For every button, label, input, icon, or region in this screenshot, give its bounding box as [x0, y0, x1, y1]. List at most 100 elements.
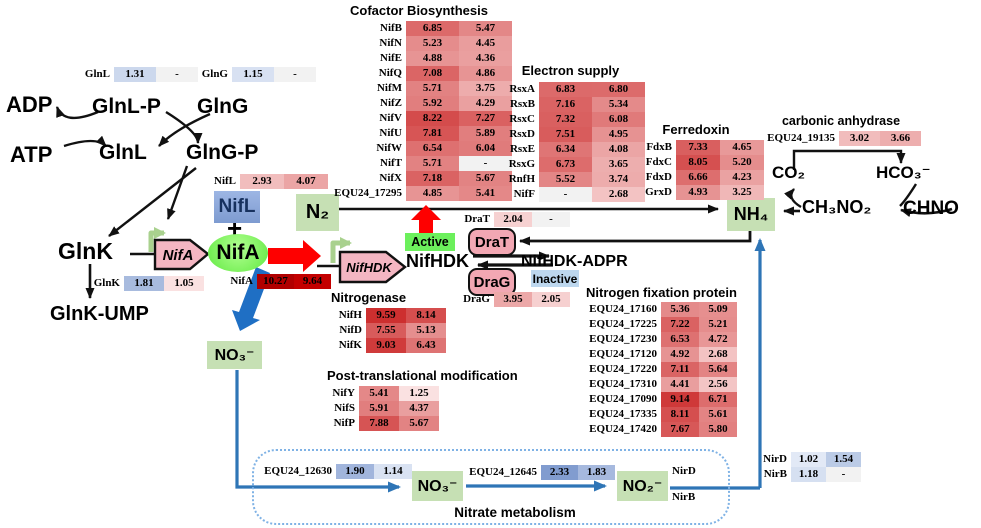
- heat-cell: -: [156, 67, 198, 82]
- heat-cell: 5.67: [459, 171, 512, 186]
- heat-cell: 6.73: [539, 157, 592, 172]
- heat-row-label: EQU24_19135: [767, 132, 835, 144]
- heat-row-label: NifP: [333, 417, 355, 429]
- heat-row: DraT 2.04-: [462, 212, 570, 227]
- heat-row: GlnG 1.15-: [196, 67, 316, 82]
- nifhdk-up-red-arrow: [411, 205, 441, 233]
- heat-row-label: EQU24_17335: [589, 408, 657, 420]
- glng-label: GlnG: [197, 95, 249, 118]
- heat-cell: 2.68: [592, 187, 645, 202]
- heat-row-label: EQU24_17310: [589, 378, 657, 390]
- heat-cell: 1.05: [164, 276, 204, 291]
- heat-cell: 2.93: [240, 174, 284, 189]
- carbonic-anhydrase-title: carbonic anhydrase: [781, 114, 901, 128]
- nifa-gene-arrow: [153, 238, 210, 271]
- heat-cell: 1.02: [791, 452, 826, 467]
- phospho-cycle-arrows: [55, 106, 211, 148]
- heat-cell: 5.64: [699, 362, 737, 377]
- heat-cell: 5.20: [720, 155, 764, 170]
- heat-row-label: EQU24_17220: [589, 363, 657, 375]
- heat-row: EQU24_17335 8.11 5.61: [577, 407, 737, 422]
- heat-row: NirD 1.02 1.54: [757, 452, 861, 467]
- nifhdk-adpr-label: NifHDK-ADPR: [521, 253, 628, 270]
- heat-cell: 4.37: [399, 401, 439, 416]
- nifl-protein-box: NifL: [214, 191, 260, 223]
- heat-cell: 4.36: [459, 51, 512, 66]
- heat-cell: 7.27: [459, 111, 512, 126]
- nifa-heat-row: NifA 10.27 9.64: [225, 274, 331, 289]
- heat-row: FdxB 7.33 4.65: [630, 140, 764, 155]
- heat-row: NifF -2.68: [500, 187, 645, 202]
- heat-cell: 5.23: [406, 36, 459, 51]
- heat-row-label: NifX: [379, 172, 402, 184]
- adp-label: ADP: [6, 92, 53, 117]
- heat-cell: 1.83: [578, 465, 615, 480]
- ptm-table: NifY 5.41 1.25 NifS 5.91 4.37 NifP 7.88 5.67: [325, 386, 439, 431]
- heat-row-label: RsxE: [509, 143, 535, 155]
- heat-cell: 7.55: [366, 323, 406, 338]
- heat-cell: 4.45: [459, 36, 512, 51]
- heat-cell: 1.31: [114, 67, 156, 82]
- atp-label: ATP: [10, 142, 53, 167]
- heat-row-label: NifZ: [380, 97, 402, 109]
- heat-row-label: NirB: [763, 468, 787, 480]
- heat-row-label: RsxC: [509, 113, 535, 125]
- heat-row: EQU24_12630 1.90 1.14: [260, 464, 412, 479]
- heat-row-label: RsxD: [509, 128, 535, 140]
- no3-upper-box: NO₃⁻: [207, 341, 262, 369]
- heat-cell: 9.64: [294, 274, 331, 289]
- heat-cell: 4.29: [459, 96, 512, 111]
- heat-cell: 6.85: [406, 21, 459, 36]
- heat-cell: 1.54: [826, 452, 861, 467]
- heat-cell: 5.91: [359, 401, 399, 416]
- heat-cell: 5.71: [406, 81, 459, 96]
- heat-row-label: RsxA: [509, 83, 535, 95]
- heat-row: NifT 5.71-: [330, 156, 512, 171]
- heat-row-label: GrxD: [645, 186, 672, 198]
- heat-cell: 7.08: [406, 66, 459, 81]
- electron-supply-title: Electron supply: [521, 63, 620, 78]
- heat-row: NifE 4.88 4.36: [330, 51, 512, 66]
- nifl-heat-row: NifL 2.93 4.07: [208, 174, 328, 189]
- ch3no2-to-co2-arrow: [783, 188, 802, 209]
- heat-cell: 8.22: [406, 111, 459, 126]
- heat-cell: -: [459, 156, 512, 171]
- heat-row: RsxA 6.83 6.80: [500, 82, 645, 97]
- active-badge: Active: [405, 233, 455, 251]
- heat-cell: 1.81: [124, 276, 164, 291]
- heat-row: EQU24_17090 9.14 6.71: [577, 392, 737, 407]
- no2-box: NO₂⁻: [617, 471, 668, 501]
- heat-row-label: FdxC: [645, 156, 672, 168]
- heat-cell: 5.47: [459, 21, 512, 36]
- heat-cell: 7.51: [539, 127, 592, 142]
- heat-row: RsxG 6.73 3.65: [500, 157, 645, 172]
- hco3-to-ch3no2-curve: [899, 183, 918, 207]
- heat-cell: 2.33: [541, 465, 578, 480]
- drat-heat-row: DraT 2.04-: [462, 212, 570, 227]
- heat-cell: 5.80: [699, 422, 737, 437]
- heat-cell: 3.74: [592, 172, 645, 187]
- heat-row-label: EQU24_17090: [589, 393, 657, 405]
- heat-cell: 6.80: [592, 82, 645, 97]
- heat-cell: 6.08: [592, 112, 645, 127]
- glnl-heat-row: GlnL 1.31-: [78, 67, 198, 82]
- nird-label: NirD: [672, 465, 696, 477]
- heat-row: EQU24_19135 3.02 3.66: [765, 131, 921, 146]
- heat-cell: 6.04: [459, 141, 512, 156]
- heat-cell: 4.23: [720, 170, 764, 185]
- heat-row: RsxE 6.34 4.08: [500, 142, 645, 157]
- heat-row-label: NifF: [513, 188, 535, 200]
- heat-row-label: FdxB: [646, 141, 672, 153]
- nifhdk-promoter-icon: [330, 237, 352, 263]
- heat-row-label: NifM: [376, 82, 402, 94]
- nh4-to-drat-arrow: [519, 231, 752, 246]
- heat-cell: 7.67: [661, 422, 699, 437]
- heat-row: EQU24_17160 5.36 5.09: [577, 302, 737, 317]
- heat-row-label: RsxG: [508, 158, 535, 170]
- nir-heat-table: NirD 1.02 1.54 NirB 1.18-: [757, 452, 861, 482]
- heat-row: FdxD 6.66 4.23: [630, 170, 764, 185]
- heat-row: EQU24_17120 4.92 2.68: [577, 347, 737, 362]
- heat-row-label: EQU24_17225: [589, 318, 657, 330]
- heat-row: NifZ 5.92 4.29: [330, 96, 512, 111]
- nh4-box: NH₄: [727, 198, 775, 231]
